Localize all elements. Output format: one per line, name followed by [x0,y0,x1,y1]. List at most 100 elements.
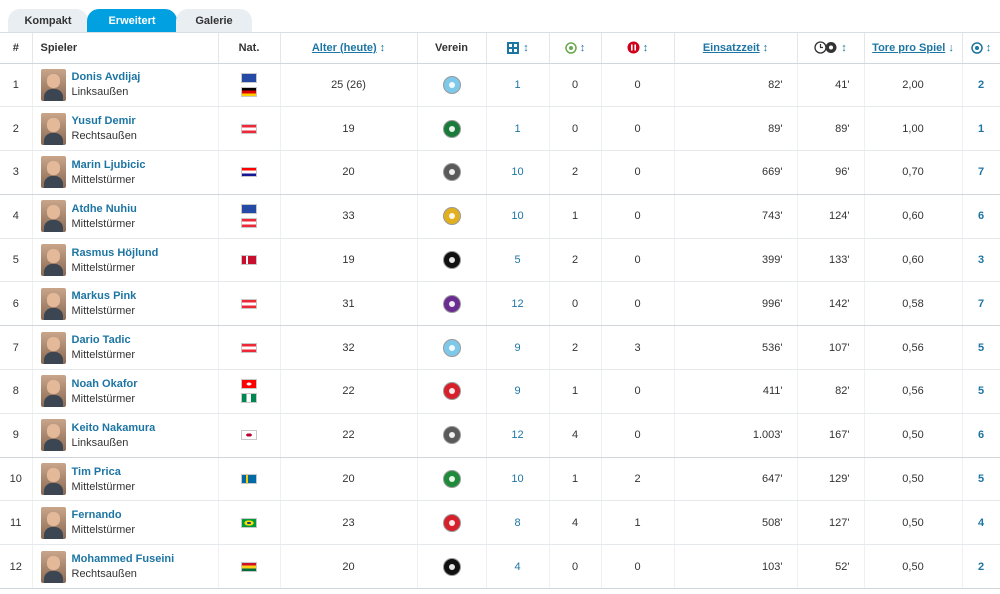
croatia-flag-icon[interactable] [241,167,257,178]
avatar[interactable] [40,331,66,364]
sweden-flag-icon[interactable] [241,474,257,485]
appearances-link[interactable]: 9 [486,325,550,371]
kosovo-flag-icon[interactable] [241,72,257,83]
goals-link[interactable]: 5 [962,369,1000,414]
player-name-link[interactable]: Atdhe Nuhiu [71,202,137,215]
club-lightblue-crest-icon[interactable] [442,338,461,357]
goals-link[interactable]: 1 [962,106,1000,152]
player-name-link[interactable]: Marin Ljubicic [71,158,146,171]
avatar[interactable] [40,156,66,189]
avatar[interactable] [40,112,66,145]
austria-flag-icon[interactable] [241,342,257,353]
player-name-link[interactable]: Donis Avdijaj [71,71,141,84]
goals-link[interactable]: 4 [962,500,1000,546]
avatar[interactable] [40,287,66,320]
player-name-link[interactable]: Fernando [71,509,122,522]
appearances-link[interactable]: 10 [486,194,550,239]
appearances-link[interactable]: 12 [486,281,550,327]
club-black-crest-icon[interactable] [442,251,461,270]
player-name-link[interactable]: Rasmus Höjlund [71,246,159,259]
club-purple-crest-icon[interactable] [442,294,461,313]
switzerland-flag-icon[interactable] [241,379,257,390]
tab-galerie[interactable]: Galerie [176,9,252,33]
appearances-link[interactable]: 4 [486,544,550,590]
sort-icon[interactable]: ↕ [985,41,992,54]
substitution-icon[interactable] [627,41,640,54]
goals-link[interactable]: 2 [962,63,1000,108]
avatar[interactable] [40,375,66,408]
avatar[interactable] [40,506,66,539]
col-appearances[interactable]: ↕ [486,33,550,64]
goals-link[interactable]: 6 [962,413,1000,458]
brazil-flag-icon[interactable] [241,517,257,528]
avatar[interactable] [40,244,66,277]
appearances-link[interactable]: 1 [486,63,550,108]
goals-link[interactable]: 5 [962,457,1000,502]
club-black-crest-icon[interactable] [442,557,461,576]
clock-ball-icon[interactable] [814,41,838,54]
ball-icon[interactable] [565,42,577,54]
ball-icon[interactable] [971,42,983,54]
avatar[interactable] [40,550,66,583]
club-red-white-crest-icon[interactable] [442,513,461,532]
avatar[interactable] [40,68,66,101]
col-red[interactable]: ↕ [601,33,675,64]
club-lightblue-crest-icon[interactable] [442,75,461,94]
player-name-link[interactable]: Dario Tadic [71,334,131,347]
col-age-label[interactable]: Alter (heute) [311,41,377,54]
goals-link[interactable]: 3 [962,238,1000,283]
sort-desc-icon[interactable]: ↓ [948,41,954,54]
sort-icon[interactable]: ↕ [841,41,847,54]
player-name-link[interactable]: Markus Pink [71,290,137,303]
tab-kompakt[interactable]: Kompakt [8,9,88,33]
tab-erweitert[interactable]: Erweitert [87,9,177,33]
goals-link[interactable]: 5 [962,325,1000,371]
sort-icon[interactable]: ↕ [523,41,529,54]
club-black-white-crest-icon[interactable] [442,163,461,182]
kosovo-flag-icon[interactable] [241,204,257,215]
lineup-icon[interactable] [506,41,520,55]
col-minutes[interactable]: Einsatzzeit ↕ [674,33,798,64]
appearances-link[interactable]: 1 [486,106,550,152]
col-ratio[interactable]: Tore pro Spiel ↓ [864,33,963,64]
austria-flag-icon[interactable] [241,218,257,229]
goals-link[interactable]: 7 [962,150,1000,195]
goals-link[interactable]: 6 [962,194,1000,239]
avatar[interactable] [40,463,66,496]
appearances-link[interactable]: 8 [486,500,550,546]
col-goals-a[interactable]: ↕ [549,33,602,64]
avatar[interactable] [40,200,66,233]
club-green-black-crest-icon[interactable] [442,119,461,138]
player-name-link[interactable]: Mohammed Fuseini [71,553,175,566]
appearances-link[interactable]: 5 [486,238,550,283]
sort-icon[interactable]: ↕ [579,41,586,54]
club-yellow-black-crest-icon[interactable] [442,207,461,226]
nigeria-flag-icon[interactable] [241,393,257,404]
appearances-link[interactable]: 10 [486,457,550,502]
club-black-white-crest-icon[interactable] [442,426,461,445]
appearances-link[interactable]: 9 [486,369,550,414]
player-name-link[interactable]: Noah Okafor [71,377,138,390]
goals-link[interactable]: 2 [962,544,1000,590]
appearances-link[interactable]: 12 [486,413,550,458]
avatar[interactable] [40,419,66,452]
col-min-per-goal[interactable]: ↕ [797,33,865,64]
col-goals[interactable]: ↕ [962,33,1000,64]
club-red-white-crest-icon[interactable] [442,382,461,401]
sort-icon[interactable]: ↕ [642,41,649,54]
japan-flag-icon[interactable] [241,430,257,441]
denmark-flag-icon[interactable] [241,255,257,266]
player-name-link[interactable]: Keito Nakamura [71,421,156,434]
germany-flag-icon[interactable] [241,86,257,97]
austria-flag-icon[interactable] [241,298,257,309]
club-green-red-crest-icon[interactable] [442,470,461,489]
ghana-flag-icon[interactable] [241,561,257,572]
sort-icon[interactable]: ↕ [379,41,386,54]
austria-flag-icon[interactable] [241,123,257,134]
col-minutes-label[interactable]: Einsatzzeit [702,41,760,54]
player-name-link[interactable]: Tim Prica [71,465,121,478]
goals-link[interactable]: 7 [962,281,1000,327]
col-ratio-label[interactable]: Tore pro Spiel [872,41,946,54]
appearances-link[interactable]: 10 [486,150,550,195]
player-name-link[interactable]: Yusuf Demir [71,115,136,128]
